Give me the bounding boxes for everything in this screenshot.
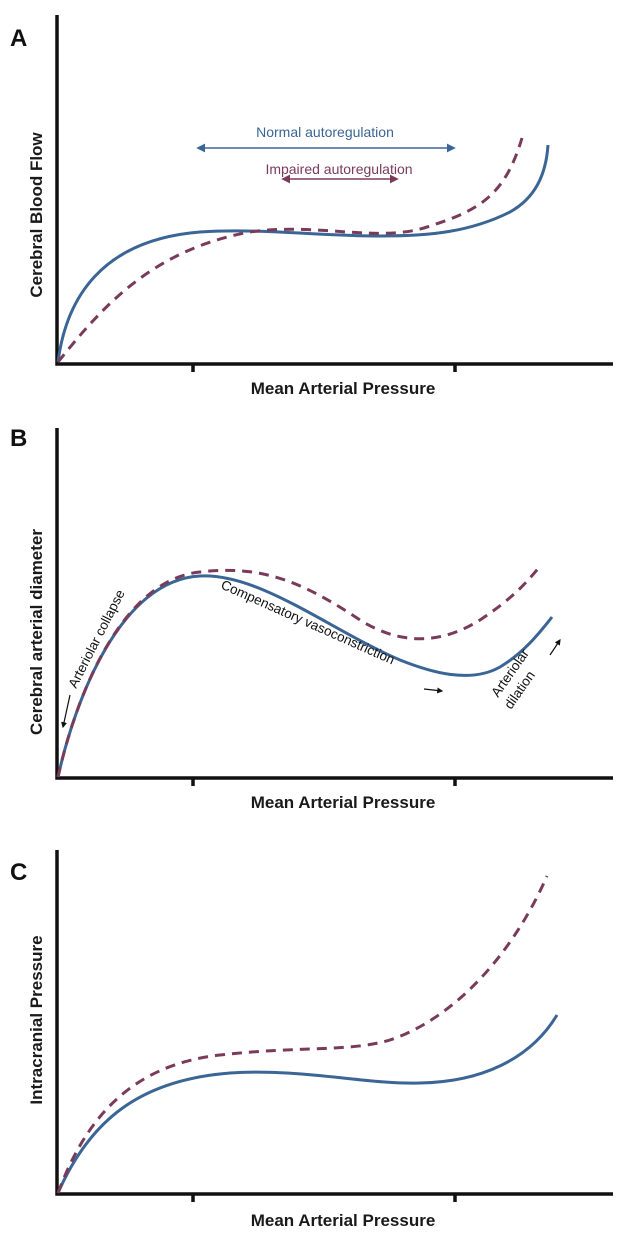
axis-ticks <box>191 1194 457 1202</box>
panel-letter: A <box>10 25 27 52</box>
y-axis-label: Cerebral arterial diameter <box>27 529 46 735</box>
impaired-range-label: Impaired autoregulation <box>265 161 412 177</box>
impaired-curve <box>56 137 524 363</box>
collapse-arrow <box>61 694 71 729</box>
axis-ticks <box>191 364 457 372</box>
x-axis-label: Mean Arterial Pressure <box>251 1211 436 1230</box>
panel-letter: B <box>10 425 27 452</box>
impaired-curve <box>56 565 542 778</box>
panel-b: B Cerebral arterial diameter Mean Arteri… <box>10 425 613 812</box>
panel-letter: C <box>10 859 27 886</box>
y-axis-label: Cerebral Blood Flow <box>27 132 46 298</box>
panel-c: C Intracranial Pressure Mean Arterial Pr… <box>10 850 613 1230</box>
normal-range-label: Normal autoregulation <box>256 124 394 140</box>
x-axis-label: Mean Arterial Pressure <box>251 379 436 398</box>
impaired-curve <box>56 875 549 1194</box>
axes <box>55 850 613 1196</box>
arteriolar-collapse-label: Arteriolar collapse <box>65 587 127 690</box>
normal-curve <box>56 574 554 778</box>
dilation-arrow <box>549 639 561 656</box>
y-axis-label: Intracranial Pressure <box>27 935 46 1104</box>
vasoconstriction-arrow <box>423 687 444 694</box>
normal-curve <box>56 1014 559 1194</box>
panel-a: A Cerebral Blood Flow Mean Arterial Pres… <box>10 15 613 398</box>
axes <box>55 428 613 780</box>
x-axis-label: Mean Arterial Pressure <box>251 793 436 812</box>
axes <box>55 15 613 366</box>
axis-ticks <box>191 778 457 786</box>
normal-curve <box>56 144 550 363</box>
